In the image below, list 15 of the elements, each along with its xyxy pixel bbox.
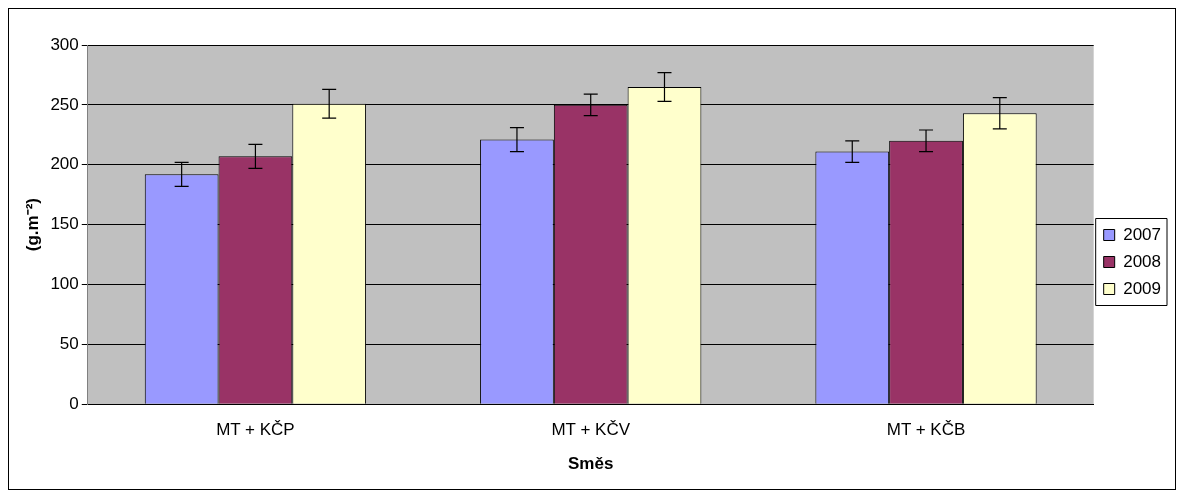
legend-label: 2007 — [1123, 224, 1162, 244]
y-tick-label: 300 — [50, 34, 79, 54]
legend-label: 2009 — [1123, 278, 1162, 298]
x-tick-label: MT + KČP — [216, 420, 295, 440]
y-tick-label: 150 — [50, 214, 79, 234]
y-tick-label: 250 — [50, 94, 79, 114]
x-tick-label: MT + KČV — [551, 420, 631, 440]
y-tick-label: 50 — [59, 334, 79, 354]
y-tick-label: 100 — [50, 274, 79, 294]
y-tick-label: 0 — [69, 393, 79, 413]
x-tick-label: MT + KČB — [886, 420, 966, 440]
x-axis-title: Směs — [568, 454, 614, 474]
legend-label: 2008 — [1123, 251, 1162, 271]
y-tick-label: 200 — [50, 154, 79, 174]
y-axis-title: (g.m⁻²) — [22, 197, 42, 252]
